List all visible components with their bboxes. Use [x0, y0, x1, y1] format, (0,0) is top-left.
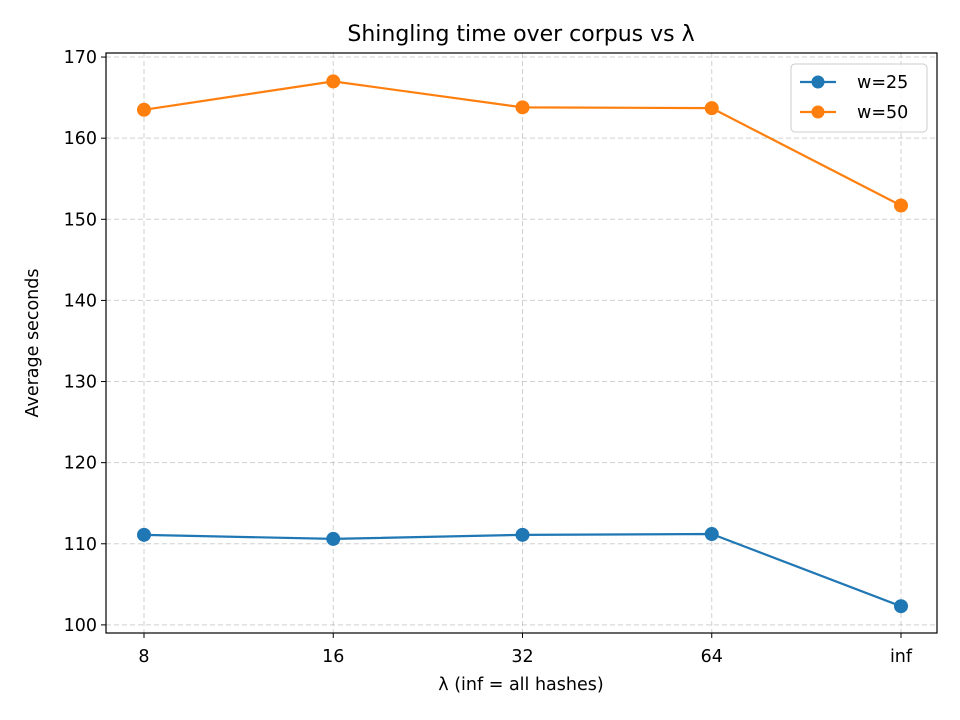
- x-tick-label: 64: [701, 647, 723, 667]
- data-point: [894, 198, 908, 213]
- legend-label: w=50: [857, 103, 908, 123]
- y-axis-label: Average seconds: [23, 269, 43, 418]
- legend-label: w=25: [857, 73, 908, 93]
- legend: w=25 w=50: [790, 63, 928, 133]
- x-tick-label: 8: [138, 647, 149, 667]
- series-layer: [137, 74, 908, 614]
- data-point: [326, 531, 341, 546]
- y-tick-label: 160: [64, 129, 97, 149]
- y-tick-label: 110: [64, 535, 97, 555]
- data-point: [515, 527, 530, 542]
- plot-area-frame: [105, 52, 938, 634]
- data-point: [704, 527, 719, 542]
- legend-marker: [811, 105, 825, 119]
- y-tick-label: 120: [64, 454, 97, 474]
- x-axis: 8 16 32 64 inf: [138, 633, 913, 667]
- y-tick-label: 130: [64, 373, 97, 393]
- y-tick-label: 170: [64, 48, 97, 68]
- data-point: [894, 599, 908, 614]
- data-point: [704, 101, 719, 116]
- data-point: [137, 527, 151, 542]
- y-tick-label: 140: [64, 291, 97, 311]
- x-tick-label: 32: [511, 647, 533, 667]
- data-point: [326, 74, 341, 89]
- data-point: [137, 102, 151, 117]
- grid-layer: [106, 53, 937, 633]
- y-axis: 100 110 120 130 140 150 160 170: [64, 48, 106, 636]
- legend-marker: [811, 75, 825, 89]
- chart-title: Shingling time over corpus vs λ: [347, 22, 694, 47]
- y-tick-label: 100: [64, 616, 97, 636]
- x-tick-label: inf: [890, 647, 913, 667]
- x-axis-label: λ (inf = all hashes): [438, 675, 603, 695]
- y-tick-label: 150: [64, 210, 97, 230]
- x-tick-label: 16: [322, 647, 344, 667]
- data-point: [515, 100, 530, 115]
